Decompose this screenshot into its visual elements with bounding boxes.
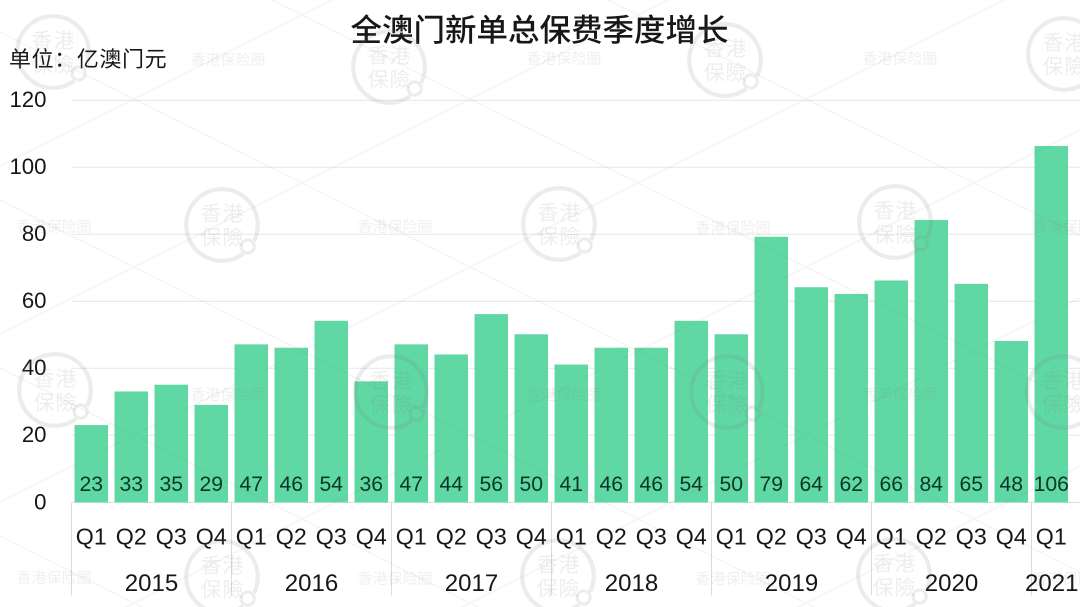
svg-text:Q2: Q2 <box>436 524 467 550</box>
svg-text:Q1: Q1 <box>716 524 747 550</box>
svg-text:40: 40 <box>22 355 47 380</box>
svg-text:2017: 2017 <box>445 570 498 597</box>
svg-text:2016: 2016 <box>285 570 338 597</box>
svg-text:36: 36 <box>359 473 383 496</box>
svg-text:64: 64 <box>799 473 823 496</box>
svg-text:Q1: Q1 <box>1036 524 1067 550</box>
svg-text:47: 47 <box>399 473 423 496</box>
svg-text:54: 54 <box>679 473 703 496</box>
svg-text:Q2: Q2 <box>596 524 627 550</box>
svg-text:50: 50 <box>719 473 743 496</box>
svg-text:Q1: Q1 <box>76 524 107 550</box>
svg-text:54: 54 <box>319 473 343 496</box>
svg-text:Q2: Q2 <box>916 524 947 550</box>
svg-text:65: 65 <box>959 473 983 496</box>
svg-text:60: 60 <box>22 288 47 313</box>
svg-text:41: 41 <box>559 473 583 496</box>
svg-text:0: 0 <box>34 489 46 514</box>
svg-text:2021: 2021 <box>1025 570 1078 597</box>
svg-text:Q3: Q3 <box>476 524 507 550</box>
svg-text:Q4: Q4 <box>516 524 547 550</box>
svg-text:Q1: Q1 <box>876 524 907 550</box>
svg-text:56: 56 <box>479 473 503 496</box>
svg-text:Q1: Q1 <box>556 524 587 550</box>
svg-text:46: 46 <box>279 473 303 496</box>
svg-text:33: 33 <box>119 473 143 496</box>
svg-text:50: 50 <box>519 473 543 496</box>
svg-text:47: 47 <box>239 473 263 496</box>
svg-text:Q2: Q2 <box>276 524 307 550</box>
svg-text:Q1: Q1 <box>236 524 267 550</box>
svg-text:Q2: Q2 <box>116 524 147 550</box>
svg-text:Q4: Q4 <box>676 524 707 550</box>
svg-text:Q4: Q4 <box>996 524 1027 550</box>
svg-text:20: 20 <box>22 422 47 447</box>
svg-text:44: 44 <box>439 473 463 496</box>
svg-text:62: 62 <box>839 473 863 496</box>
svg-text:2018: 2018 <box>605 570 658 597</box>
svg-text:23: 23 <box>79 473 103 496</box>
svg-text:106: 106 <box>1034 473 1069 496</box>
svg-text:46: 46 <box>599 473 623 496</box>
svg-text:46: 46 <box>639 473 663 496</box>
svg-text:Q3: Q3 <box>636 524 667 550</box>
svg-text:100: 100 <box>9 154 46 179</box>
svg-text:66: 66 <box>879 473 903 496</box>
svg-text:Q2: Q2 <box>756 524 787 550</box>
svg-text:79: 79 <box>759 473 783 496</box>
svg-text:Q3: Q3 <box>316 524 347 550</box>
svg-text:Q3: Q3 <box>156 524 187 550</box>
svg-text:2019: 2019 <box>765 570 818 597</box>
svg-text:Q4: Q4 <box>196 524 227 550</box>
svg-text:Q4: Q4 <box>836 524 867 550</box>
svg-text:Q3: Q3 <box>956 524 987 550</box>
svg-text:48: 48 <box>999 473 1023 496</box>
svg-text:2020: 2020 <box>925 570 978 597</box>
svg-text:84: 84 <box>919 473 943 496</box>
svg-text:80: 80 <box>22 221 47 246</box>
svg-text:35: 35 <box>159 473 183 496</box>
svg-text:120: 120 <box>9 87 46 112</box>
svg-text:Q1: Q1 <box>396 524 427 550</box>
svg-text:29: 29 <box>199 473 223 496</box>
svg-text:2015: 2015 <box>125 570 178 597</box>
svg-text:Q4: Q4 <box>356 524 387 550</box>
svg-text:Q3: Q3 <box>796 524 827 550</box>
